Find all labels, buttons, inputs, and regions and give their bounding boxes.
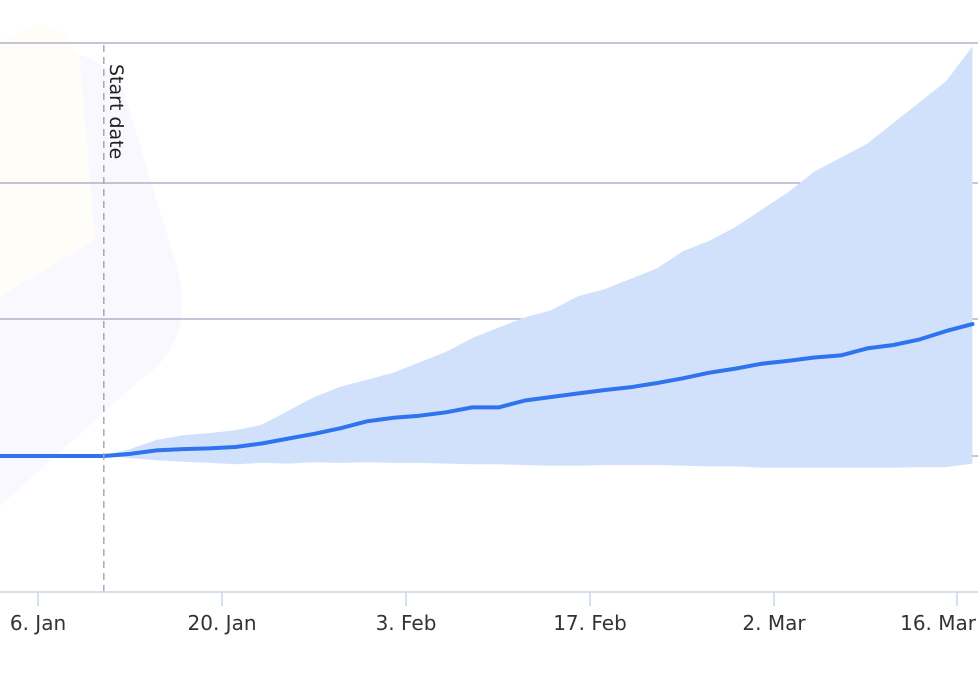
x-tick-label: 3. Feb [376,611,437,635]
x-tick-label: 2. Mar [742,611,806,635]
x-tick-label: 16. Mar [900,611,977,635]
background-decoration [0,24,183,506]
x-tick-label: 20. Jan [188,611,257,635]
forecast-line [0,322,975,458]
x-tick-label: 17. Feb [553,611,627,635]
range-band-layer [0,46,973,468]
start-date-label: Start date [105,64,127,159]
line-series-layer [0,322,975,458]
x-axis: 6. Jan 20. Jan 3. Feb 17. Feb 2. Mar 16. Mar [0,591,978,635]
x-tick-label: 6. Jan [10,611,66,635]
annotation-layer: Start date [103,45,127,592]
range-band [0,46,973,468]
